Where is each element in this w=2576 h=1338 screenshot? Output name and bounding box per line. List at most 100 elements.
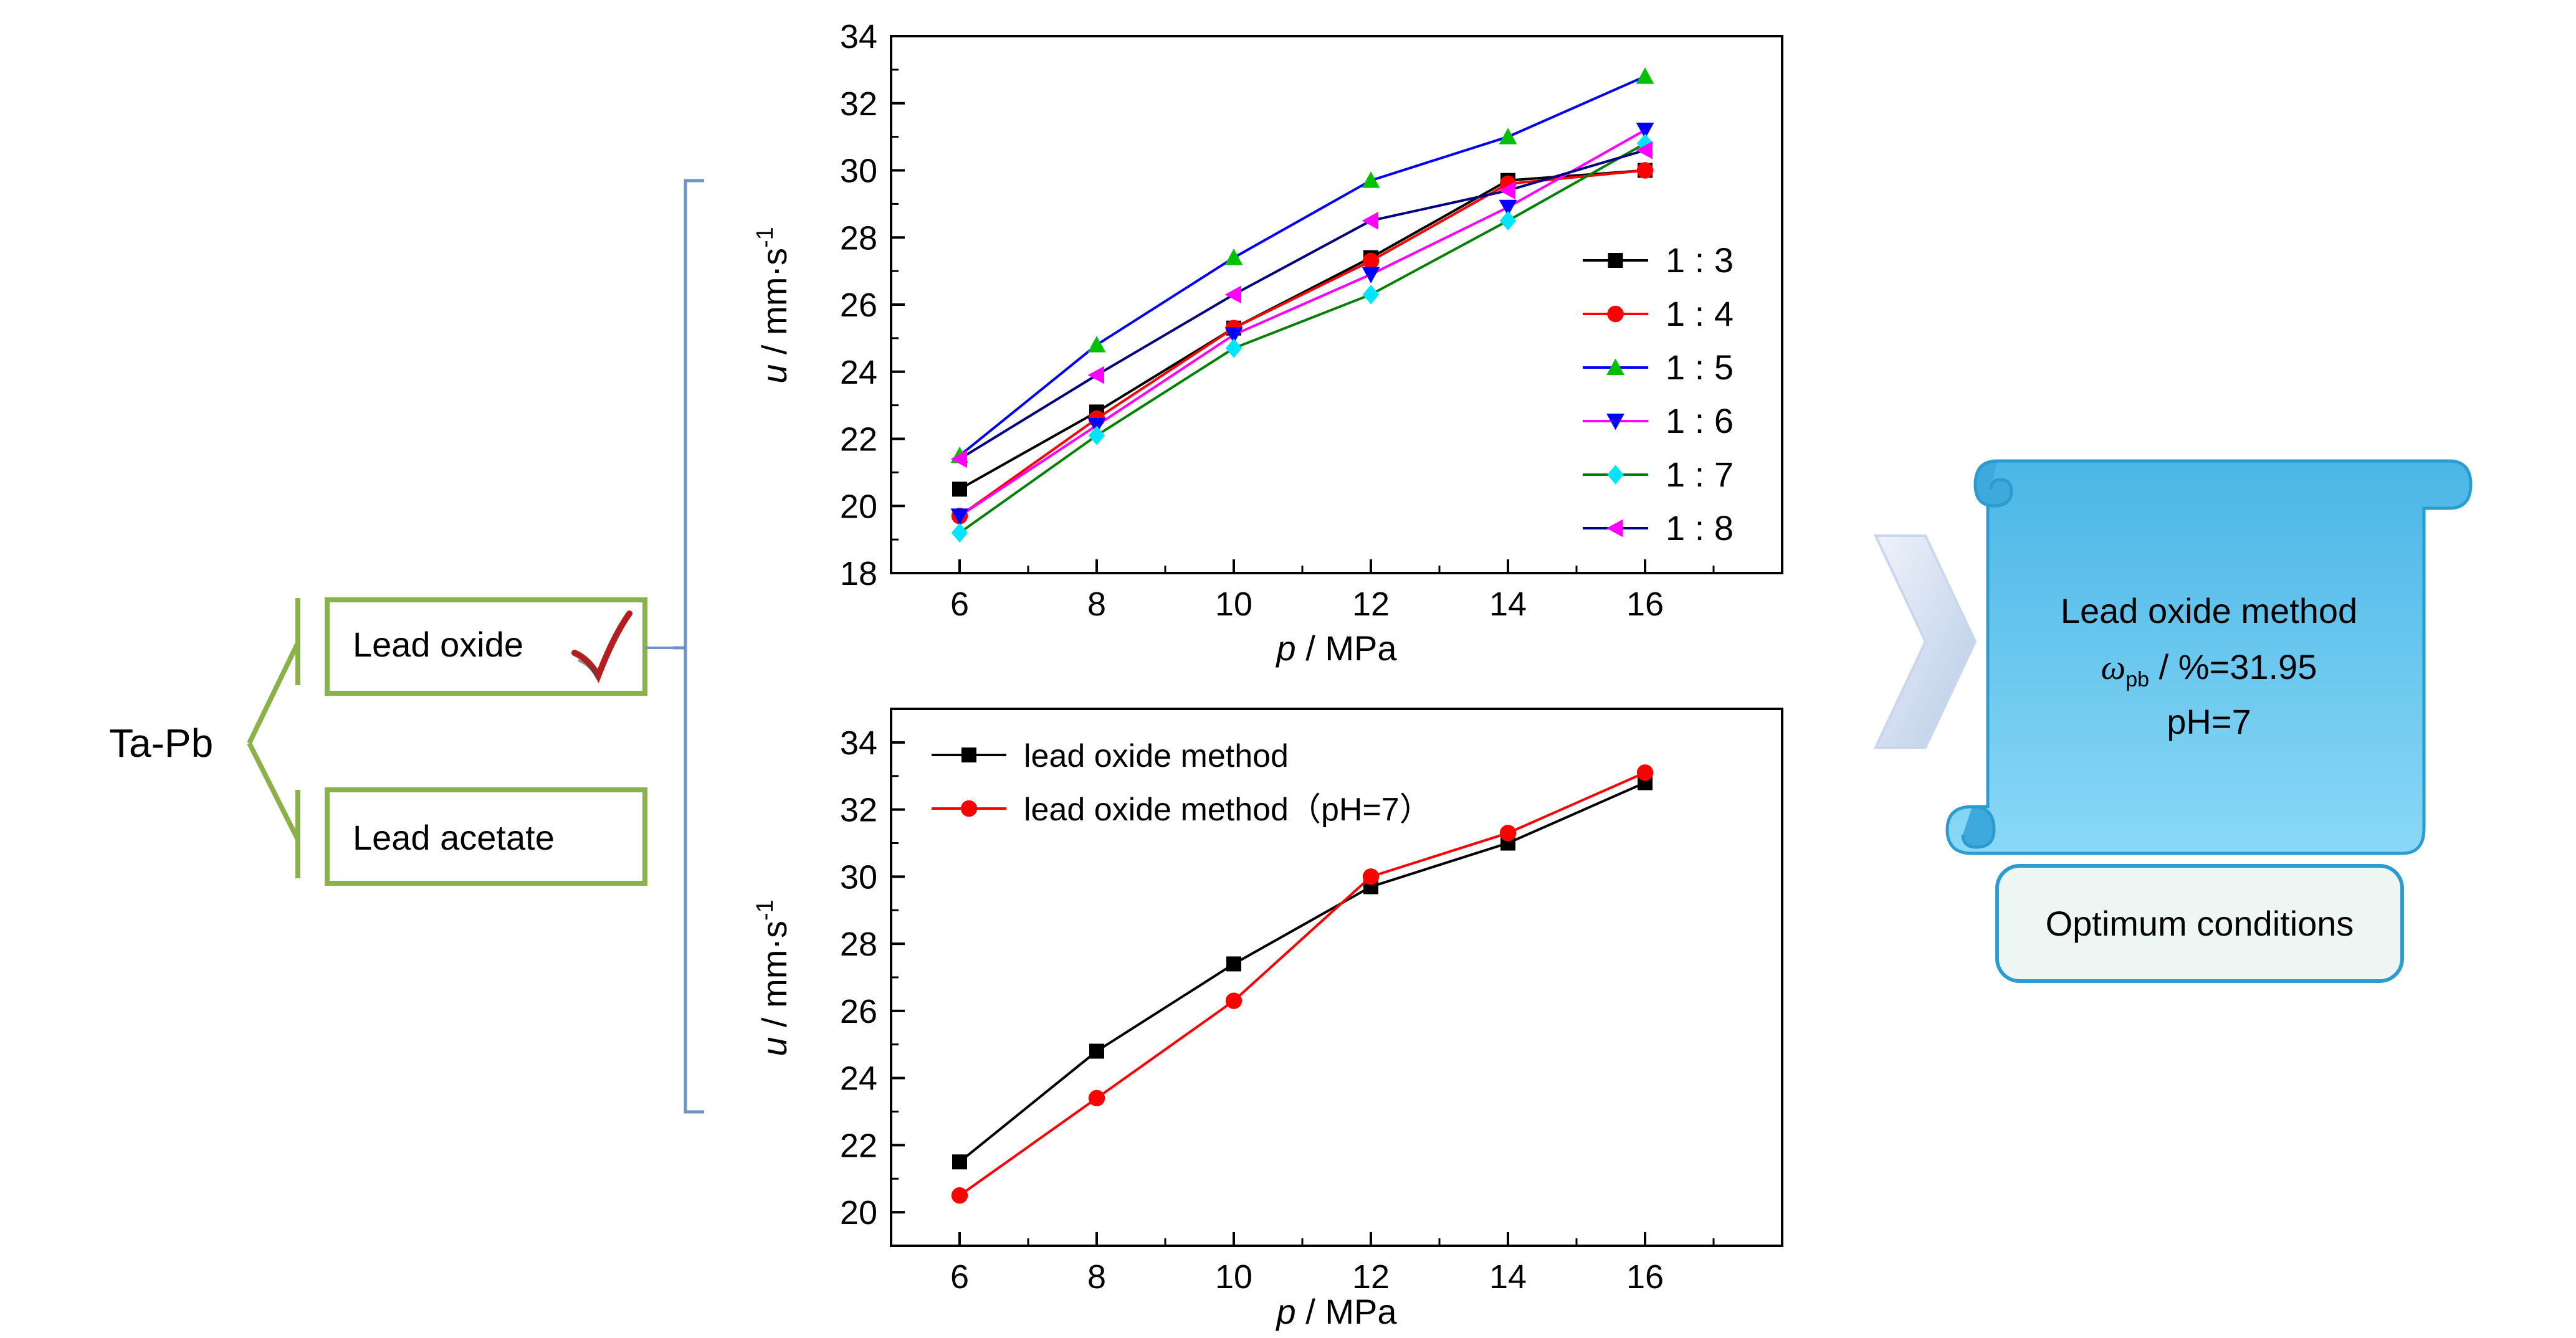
option-lead-acetate-label: Lead acetate xyxy=(353,818,555,857)
series-line xyxy=(958,169,1646,518)
series-line xyxy=(958,142,1646,534)
y-tick-label: 28 xyxy=(840,219,877,257)
bottom-chart-x-label: p / MPa xyxy=(1276,1292,1398,1331)
data-point xyxy=(1088,425,1105,445)
legend-marker xyxy=(1606,358,1624,375)
top-chart-x-axis: 6 8 10 12 14 16 xyxy=(890,559,1715,623)
top-chart-y-label: u / mm·s-1 xyxy=(752,227,794,384)
bottom-chart-y-label: u / mm·s-1 xyxy=(752,899,794,1056)
data-point xyxy=(1636,162,1654,179)
checkmark-icon xyxy=(571,610,632,683)
legend-label: 1 : 7 xyxy=(1666,455,1734,494)
omega-symbol: ω xyxy=(2101,648,2126,687)
data-point xyxy=(1087,336,1106,353)
top-chart-series xyxy=(950,67,1654,543)
data-point xyxy=(1362,252,1380,270)
x-tick-label: 14 xyxy=(1489,1258,1527,1296)
top-chart-y-unit: / mm·s xyxy=(755,248,794,364)
result-panel: Lead oxide method ωpb / %=31.95 pH=7 Opt… xyxy=(1873,459,2473,983)
legend-label: 1 : 8 xyxy=(1666,508,1734,548)
bottom-chart-x-var: p xyxy=(1276,1292,1296,1331)
top-chart-x-var: p xyxy=(1276,629,1296,668)
option-lead-acetate[interactable]: Lead acetate xyxy=(325,787,647,886)
data-point xyxy=(950,450,967,468)
result-omega-text: ωpb / %=31.95 xyxy=(2101,647,2317,691)
data-point xyxy=(1088,1089,1105,1107)
data-point xyxy=(1636,67,1654,84)
y-tick-label: 32 xyxy=(840,792,877,829)
y-tick-label: 18 xyxy=(840,555,877,592)
data-point xyxy=(1499,199,1517,217)
y-tick-label: 22 xyxy=(840,421,877,458)
data-point xyxy=(1089,1043,1104,1059)
y-tick-label: 20 xyxy=(840,1194,877,1231)
tree-root-label: Ta-Pb xyxy=(109,721,213,766)
x-tick-label: 12 xyxy=(1352,586,1390,623)
legend-label: lead oxide method（pH=7） xyxy=(1024,792,1432,828)
top-chart-frame xyxy=(890,35,1783,574)
top-chart-y-axis: 18 20 22 24 26 28 30 32 34 xyxy=(840,18,905,592)
x-tick-label: 16 xyxy=(1626,1258,1664,1296)
legend-marker xyxy=(1607,465,1624,485)
legend-marker xyxy=(1608,253,1623,268)
series-line xyxy=(958,129,1646,518)
omega-subscript: pb xyxy=(2125,668,2149,691)
data-point xyxy=(952,482,967,497)
top-chart-y-var: u xyxy=(755,364,794,384)
legend-label: 1 : 4 xyxy=(1666,294,1734,333)
legend-label: 1 : 5 xyxy=(1666,348,1734,387)
y-tick-label: 34 xyxy=(840,18,877,55)
data-point xyxy=(1224,327,1243,344)
data-point xyxy=(951,1187,968,1204)
x-tick-label: 10 xyxy=(1215,586,1252,623)
y-tick-label: 30 xyxy=(840,858,877,896)
bottom-chart-y-sup: -1 xyxy=(752,899,778,921)
result-ph-text: pH=7 xyxy=(2167,702,2251,741)
data-point xyxy=(1636,122,1654,140)
data-point xyxy=(1499,825,1517,842)
bottom-chart-x-axis: 6 8 10 12 14 16 xyxy=(890,1232,1715,1296)
optimum-conditions-box: Optimum conditions xyxy=(1995,864,2404,983)
tree-branch xyxy=(247,642,300,841)
bottom-line-chart: 20 22 24 26 28 30 32 34 6 8 10 12 14 16 lead oxide m… xyxy=(752,708,1783,1331)
option-lead-oxide[interactable]: Lead oxide xyxy=(325,597,647,696)
y-tick-label: 32 xyxy=(840,85,877,123)
x-tick-label: 12 xyxy=(1352,1258,1390,1296)
option-lead-acetate-box[interactable] xyxy=(325,787,647,886)
y-tick-label: 26 xyxy=(840,287,877,324)
data-point xyxy=(1636,764,1654,781)
series-line xyxy=(958,75,1646,457)
bottom-chart-legend: lead oxide method lead oxide method（pH=7） xyxy=(932,738,1432,828)
top-chart-x-unit: / MPa xyxy=(1296,629,1398,668)
top-line-chart: 18 20 22 24 26 28 30 32 34 6 8 10 12 14 16 1 : 3 1 : 4… xyxy=(752,18,1783,668)
data-point xyxy=(1499,128,1517,145)
chevron-right-icon xyxy=(1873,534,1977,749)
option-lead-oxide-label: Lead oxide xyxy=(353,625,523,664)
top-chart-legend: 1 : 3 1 : 4 1 : 5 1 : 6 1 : 7 1 : 8 xyxy=(1583,240,1734,548)
x-tick-label: 6 xyxy=(950,586,969,623)
series-line xyxy=(958,771,1646,1197)
legend-marker xyxy=(960,800,978,817)
series-line xyxy=(959,169,1646,491)
data-point xyxy=(1636,141,1653,159)
x-tick-label: 8 xyxy=(1087,586,1106,623)
top-chart-x-label: p / MPa xyxy=(1276,629,1398,668)
top-chart-y-sup: -1 xyxy=(752,227,778,248)
data-point xyxy=(1499,181,1515,200)
x-tick-label: 10 xyxy=(1215,1258,1252,1296)
data-point xyxy=(1224,249,1243,265)
y-tick-label: 20 xyxy=(840,488,877,525)
bottom-chart-series xyxy=(951,764,1654,1204)
x-tick-label: 16 xyxy=(1626,586,1664,623)
data-point xyxy=(1224,285,1241,304)
legend-label: lead oxide method xyxy=(1024,738,1289,774)
selection-tree: Ta-Pb Lead oxide Lead acetate xyxy=(109,179,704,1114)
data-point xyxy=(951,523,968,543)
data-point xyxy=(1499,211,1517,230)
data-point xyxy=(1636,133,1654,153)
data-point xyxy=(1362,267,1380,283)
data-point xyxy=(1225,338,1243,358)
series-line xyxy=(958,781,1646,1163)
legend-marker xyxy=(1606,519,1623,538)
bottom-chart-y-axis: 20 22 24 26 28 30 32 34 xyxy=(840,724,905,1231)
